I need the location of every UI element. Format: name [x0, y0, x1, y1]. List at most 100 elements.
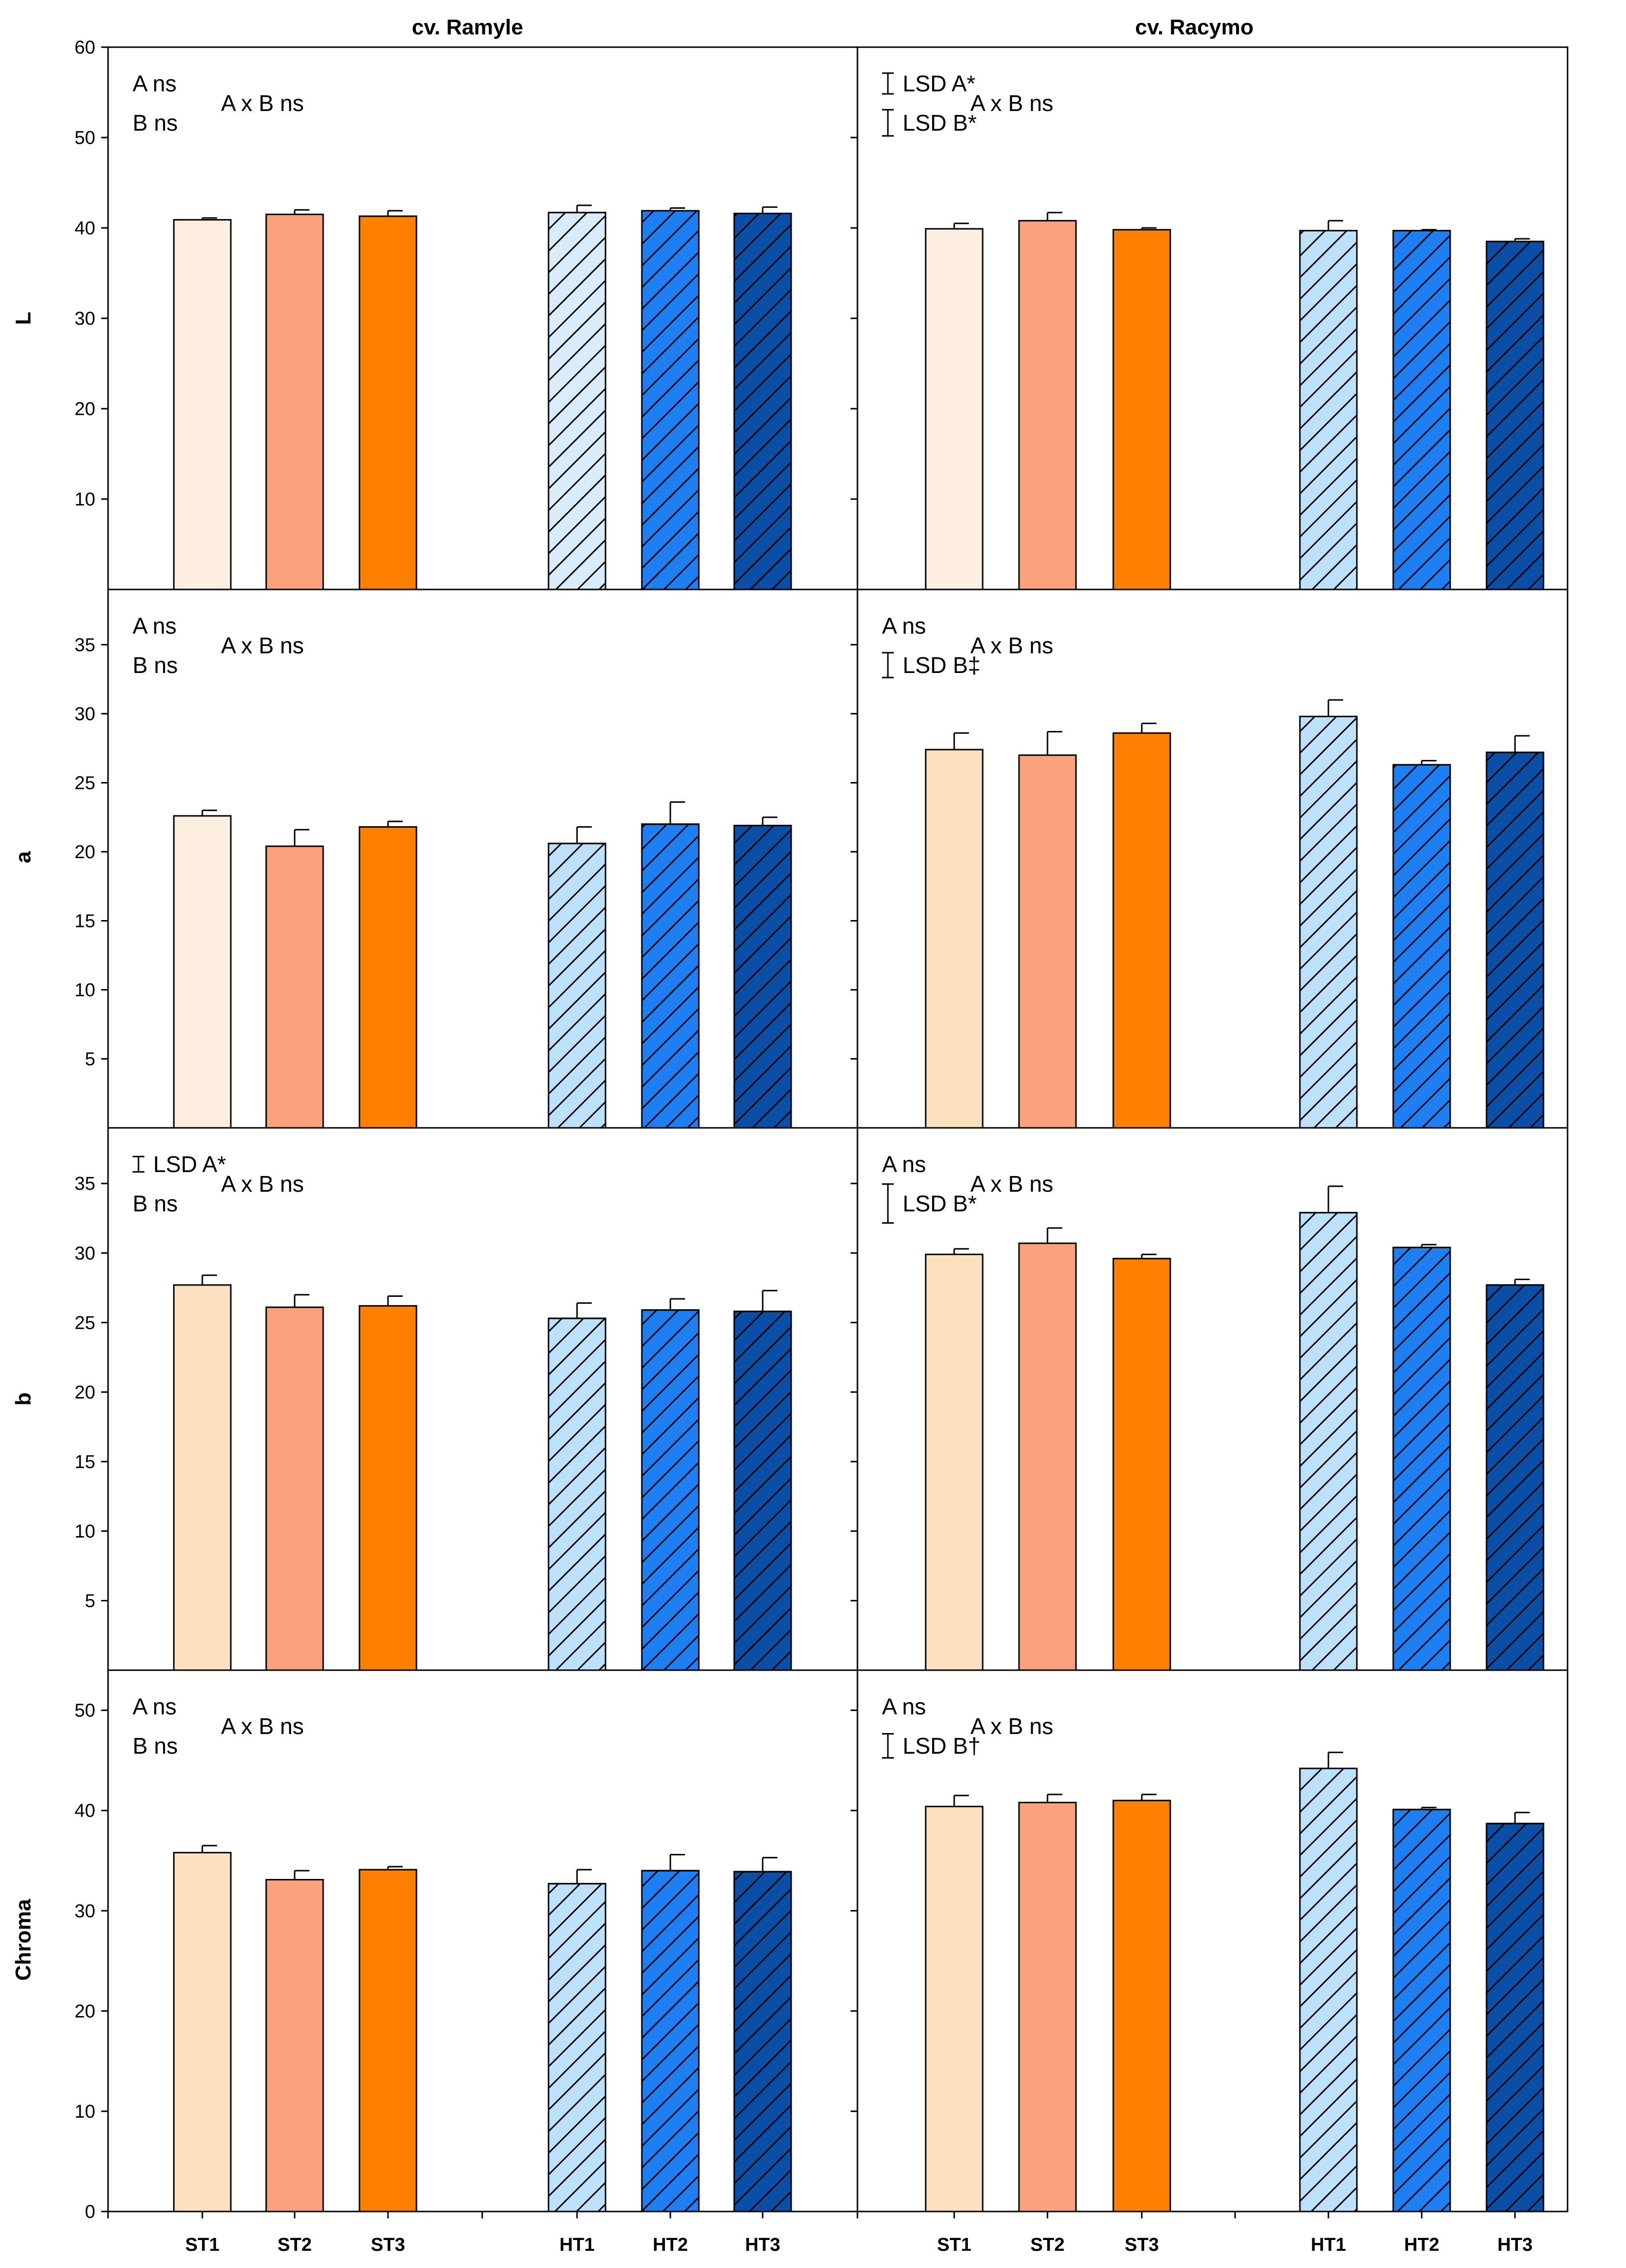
panel-chroma-ramyle: 0 10 20 30 40 50 A ns B ns A x B ns [75, 1669, 858, 2222]
error-bar-ht1 [1327, 220, 1343, 231]
error-bar-ht2 [1421, 1807, 1436, 1810]
panel-a-racymo: A ns LSD B‡A x B ns [851, 588, 1569, 1129]
lsd-bar [882, 72, 894, 95]
y-tick-label: 35 [75, 1174, 95, 1194]
bar-hatch-ht3 [1486, 241, 1544, 590]
bar-st1 [173, 815, 232, 1129]
error-bar-st2 [1047, 212, 1062, 221]
y-tick-label: 25 [75, 773, 95, 793]
category-label-st1: ST1 [185, 2235, 220, 2255]
y-tick-label: 30 [75, 308, 95, 329]
category-label-st2: ST2 [1030, 2235, 1065, 2255]
error-bar-ht3 [1514, 735, 1530, 753]
error-bar-ht1 [576, 204, 592, 213]
annotation: LSD B* [903, 110, 977, 136]
y-tick-label: 20 [75, 2001, 95, 2022]
error-bar-ht3 [762, 1857, 777, 1872]
annotation: B ns [133, 1191, 178, 1216]
y-tick-label: 20 [75, 842, 95, 863]
error-bar-st1 [201, 217, 217, 220]
error-bar-st1 [201, 1274, 217, 1285]
bar-st3 [1112, 229, 1171, 590]
bar-hatch-ht1 [1299, 716, 1358, 1129]
annotation: A x B ns [970, 1171, 1053, 1197]
category-label-ht1: HT1 [559, 2235, 595, 2255]
category-label-ht1: HT1 [1311, 2235, 1346, 2255]
error-bar-ht2 [1421, 229, 1436, 231]
bar-st1 [173, 1284, 232, 1671]
category-label-st2: ST2 [277, 2235, 312, 2255]
error-bar-ht3 [762, 206, 777, 214]
panel-b-ramyle: 5 10 15 20 25 30 35 LSD A* B ns A x B ns [75, 1127, 858, 1671]
panel-b-racymo: A ns LSD B*A x B ns [851, 1127, 1569, 1671]
category-label-st3: ST3 [1125, 2235, 1159, 2255]
bar-hatch-ht1 [1299, 230, 1358, 590]
annotation: A ns [882, 613, 926, 639]
y-tick-label: 20 [75, 399, 95, 420]
bar-hatch-ht2 [641, 823, 700, 1129]
bar-st3 [358, 215, 417, 590]
bar-hatch-ht1 [548, 1317, 606, 1671]
bar-st2 [1018, 1242, 1077, 1671]
y-tick-label: 5 [85, 1049, 95, 1069]
y-tick-label: 30 [75, 1901, 95, 1922]
bar-hatch-ht2 [1392, 230, 1451, 590]
error-bar-st1 [201, 1845, 217, 1853]
bar-st3 [358, 1869, 417, 2212]
annotation: A ns [133, 1694, 177, 1719]
bar-st2 [265, 1879, 324, 2212]
error-bar-ht1 [576, 1302, 592, 1318]
error-bar-st1 [201, 810, 217, 816]
error-bar-ht2 [1421, 1244, 1436, 1248]
bar-st2 [1018, 220, 1077, 590]
bar-st2 [1018, 754, 1077, 1129]
bar-st2 [265, 1306, 324, 1671]
y-tick-label: 30 [75, 704, 95, 725]
y-tick-label: 40 [75, 1801, 95, 1821]
annotation: A ns [882, 1694, 926, 1719]
y-tick-label: 10 [75, 1521, 95, 1542]
bar-st3 [358, 1305, 417, 1671]
y-tick-label: 5 [85, 1591, 95, 1611]
annotation: B ns [133, 110, 178, 136]
column-title-racymo: cv. Racymo [1135, 15, 1253, 39]
bar-st1 [925, 228, 984, 590]
row-label-l: L [11, 312, 35, 325]
error-bar-ht2 [669, 801, 685, 824]
bar-st1 [925, 1806, 984, 2212]
annotation: A x B ns [970, 1713, 1053, 1739]
panel-l-racymo: LSD A* LSD B*A x B ns [851, 46, 1569, 590]
bar-hatch-ht3 [733, 1871, 792, 2212]
bar-hatch-ht2 [1392, 1809, 1451, 2212]
error-bar-st3 [387, 1866, 403, 1870]
error-bar-st2 [294, 1294, 309, 1308]
error-bar-st3 [1141, 1254, 1157, 1259]
bar-st2 [265, 845, 324, 1129]
y-tick-label: 40 [75, 218, 95, 239]
bar-hatch-ht2 [641, 1870, 700, 2212]
annotation: LSD B† [903, 1733, 981, 1759]
bar-st2 [1018, 1801, 1077, 2212]
annotation: LSD B* [903, 1191, 977, 1216]
annotation: LSD A* [903, 71, 975, 96]
annotation: A x B ns [221, 633, 304, 658]
category-label-st1: ST1 [937, 2235, 971, 2255]
error-bar-st3 [387, 820, 403, 827]
y-tick-label: 0 [85, 2202, 95, 2222]
bar-st3 [1112, 732, 1171, 1129]
error-bar-st3 [1141, 227, 1157, 230]
error-bar-ht2 [669, 1854, 685, 1871]
y-tick-label: 10 [75, 980, 95, 1001]
lsd-bar [882, 652, 894, 678]
annotation: LSD A* [153, 1151, 226, 1177]
error-bar-ht1 [576, 826, 592, 844]
annotation: A x B ns [970, 90, 1053, 116]
bar-st1 [173, 219, 232, 590]
bar-hatch-ht3 [1486, 1822, 1544, 2212]
annotation: B ns [133, 1733, 178, 1759]
y-tick-label: 15 [75, 1452, 95, 1472]
row-label-chroma: Chroma [11, 1899, 35, 1981]
annotation: A x B ns [221, 1713, 304, 1739]
annotation: A ns [882, 1151, 926, 1177]
error-bar-st1 [953, 732, 969, 750]
